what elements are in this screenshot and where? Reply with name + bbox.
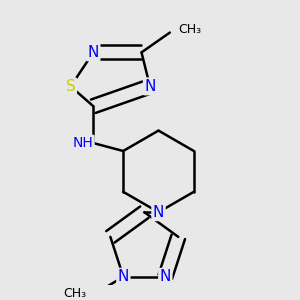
Text: N: N [153, 205, 164, 220]
Text: N: N [88, 45, 99, 60]
Text: N: N [144, 79, 156, 94]
Text: S: S [66, 79, 76, 94]
Text: N: N [118, 269, 129, 284]
Text: N: N [160, 269, 171, 284]
Text: CH₃: CH₃ [178, 23, 202, 36]
Text: NH: NH [73, 136, 93, 150]
Text: CH₃: CH₃ [63, 287, 86, 300]
